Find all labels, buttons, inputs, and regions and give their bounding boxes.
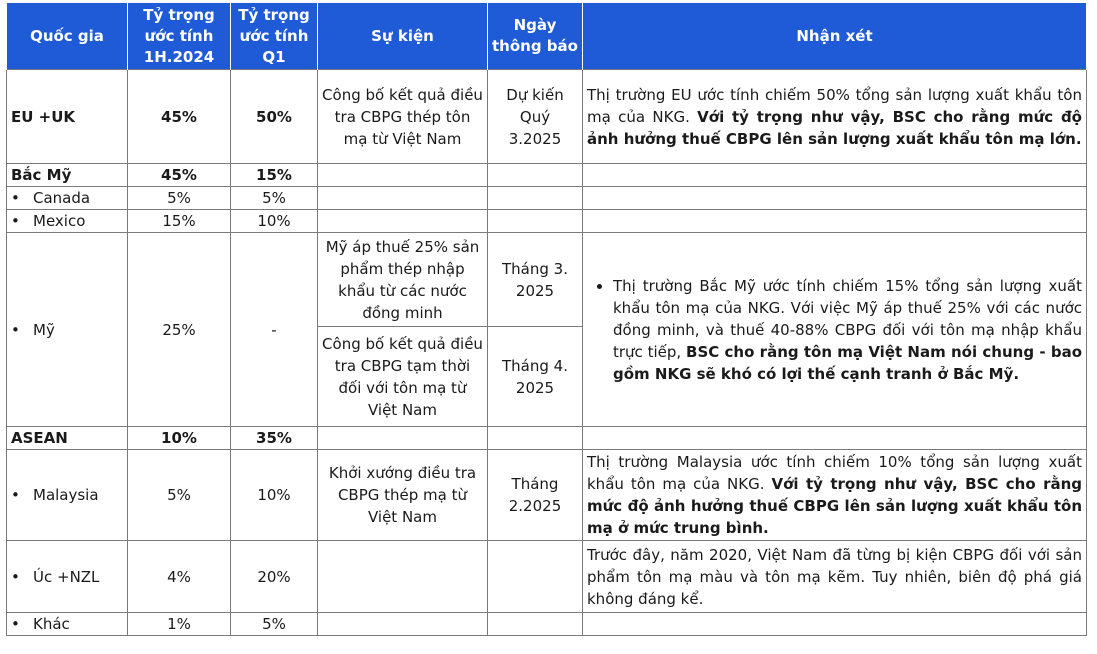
header-share-1h: Tỷ trọng ước tính 1H.2024 [127, 3, 231, 70]
share-1h-cell: 25% [127, 232, 231, 427]
event-cell [317, 186, 488, 210]
country-cell: Bắc Mỹ [6, 163, 128, 187]
comment-text: Thị trường Malaysia ước tính chiếm 10% t… [587, 453, 1082, 493]
event-cell: Công bố kết quả điều tra CBPG tạm thời đ… [317, 326, 488, 427]
comment-emphasis: BSC cho rằng tôn mạ Việt Nam nói chung -… [613, 342, 1082, 383]
date-cell [487, 163, 583, 187]
share-1h-cell: 45% [127, 69, 231, 164]
country-cell: ASEAN [6, 426, 128, 450]
date-cell [487, 186, 583, 210]
country-cell: Malaysia [6, 449, 128, 541]
comment-cell: Thị trường Malaysia ước tính chiếm 10% t… [582, 449, 1087, 541]
share-q1-cell: 15% [230, 163, 318, 187]
comment-cell [582, 426, 1087, 450]
event-cell [317, 612, 488, 636]
country-cell: Canada [6, 186, 128, 210]
comment-cell [582, 163, 1087, 187]
share-q1-cell: 50% [230, 69, 318, 164]
comment-emphasis: Với tỷ trọng như vậy, BSC cho rằng mức đ… [587, 475, 1083, 537]
export-exposure-table: Quốc gia Tỷ trọng ước tính 1H.2024 Tỷ tr… [6, 3, 1087, 636]
event-cell: Công bố kết quả điều tra CBPG thép tôn m… [317, 69, 488, 164]
share-q1-cell: - [230, 232, 318, 427]
share-1h-cell: 5% [127, 186, 231, 210]
comment-cell: Thị trường EU ước tính chiếm 50% tổng sả… [582, 69, 1087, 164]
header-row: Quốc gia Tỷ trọng ước tính 1H.2024 Tỷ tr… [6, 3, 1087, 70]
table-row: Mỹ 25% - Mỹ áp thuế 25% sản phẩm thép nh… [6, 232, 1087, 427]
share-1h-cell: 45% [127, 163, 231, 187]
country-cell: Khác [6, 612, 128, 636]
header-share-q1: Tỷ trọng ước tính Q1 [230, 3, 318, 70]
table-row: Malaysia 5% 10% Khởi xướng điều tra CBPG… [6, 449, 1087, 541]
comment-text: Thị trường Bắc Mỹ ước tính chiếm 15% tổn… [613, 276, 1082, 361]
table-row: Mexico 15% 10% [6, 209, 1087, 233]
share-1h-cell: 1% [127, 612, 231, 636]
date-cell [487, 540, 583, 613]
comment-text: Thị trường EU ước tính chiếm 50% tổng sả… [587, 85, 1082, 126]
comment-cell: Thị trường Bắc Mỹ ước tính chiếm 15% tổn… [582, 232, 1087, 427]
event-cell [317, 209, 488, 233]
event-cell [317, 540, 488, 613]
share-1h-cell: 15% [127, 209, 231, 233]
country-cell: Mỹ [6, 232, 128, 427]
header-country: Quốc gia [6, 3, 128, 70]
share-q1-cell: 5% [230, 186, 318, 210]
country-cell: Mexico [6, 209, 128, 233]
date-cell: Tháng 4. 2025 [487, 326, 583, 427]
country-cell: EU +UK [6, 69, 128, 164]
header-date: Ngày thông báo [487, 3, 583, 70]
table-row: Canada 5% 5% [6, 186, 1087, 210]
table-row: Bắc Mỹ 45% 15% [6, 163, 1087, 187]
country-cell: Úc +NZL [6, 540, 128, 613]
comment-cell [582, 186, 1087, 210]
table-row: Úc +NZL 4% 20% Trước đây, năm 2020, Việt… [6, 540, 1087, 613]
share-q1-cell: 5% [230, 612, 318, 636]
comment-bullet: Thị trường Bắc Mỹ ước tính chiếm 15% tổn… [613, 275, 1082, 385]
table-row: ASEAN 10% 35% [6, 426, 1087, 450]
share-1h-cell: 10% [127, 426, 231, 450]
date-cell [487, 612, 583, 636]
share-q1-cell: 35% [230, 426, 318, 450]
share-q1-cell: 10% [230, 209, 318, 233]
comment-cell [582, 209, 1087, 233]
share-q1-cell: 20% [230, 540, 318, 613]
header-event: Sự kiện [317, 3, 488, 70]
event-cell [317, 426, 488, 450]
share-1h-cell: 4% [127, 540, 231, 613]
event-cell: Mỹ áp thuế 25% sản phẩm thép nhập khẩu t… [317, 232, 488, 327]
date-cell: Dự kiến Quý 3.2025 [487, 69, 583, 164]
comment-cell [582, 612, 1087, 636]
date-cell [487, 426, 583, 450]
date-cell: Tháng 3. 2025 [487, 232, 583, 327]
comment-emphasis: Với tỷ trọng như vậy, BSC cho rằng mức đ… [587, 107, 1082, 148]
table-row: Khác 1% 5% [6, 612, 1087, 636]
table-row: EU +UK 45% 50% Công bố kết quả điều tra … [6, 69, 1087, 164]
date-cell [487, 209, 583, 233]
header-comment: Nhận xét [582, 3, 1087, 70]
share-q1-cell: 10% [230, 449, 318, 541]
comment-cell: Trước đây, năm 2020, Việt Nam đã từng bị… [582, 540, 1087, 613]
event-cell: Khởi xướng điều tra CBPG thép mạ từ Việt… [317, 449, 488, 541]
share-1h-cell: 5% [127, 449, 231, 541]
event-cell [317, 163, 488, 187]
date-cell: Tháng 2.2025 [487, 449, 583, 541]
